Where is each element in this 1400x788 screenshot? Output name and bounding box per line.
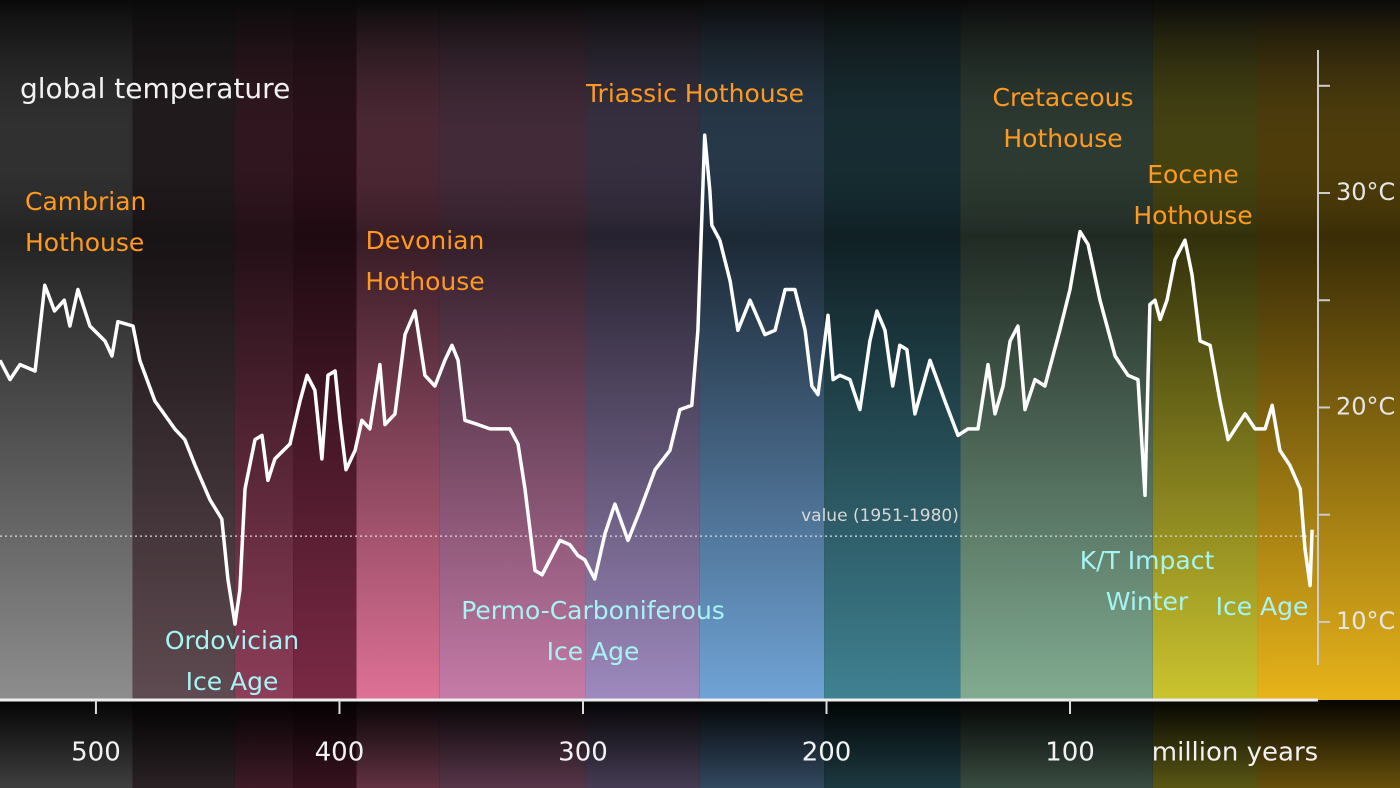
period-band xyxy=(824,0,961,788)
reference-label: value (1951-1980) xyxy=(801,506,959,526)
bottom-strip xyxy=(0,700,1400,788)
annotation: Hothouse xyxy=(365,267,484,296)
x-tick-label: 300 xyxy=(558,738,608,768)
annotation: Ordovician xyxy=(165,626,299,655)
y-tick-label: 20°C xyxy=(1336,392,1395,420)
period-band xyxy=(1257,0,1400,788)
period-band xyxy=(234,0,294,788)
period-band xyxy=(585,0,700,788)
x-tick-label: 500 xyxy=(71,738,121,768)
period-band xyxy=(699,0,825,788)
annotation: Hothouse xyxy=(1133,201,1252,230)
x-tick-label: 200 xyxy=(802,738,852,768)
annotation: Eocene xyxy=(1147,160,1238,189)
period-band xyxy=(960,0,1153,788)
period-band xyxy=(0,0,133,788)
annotation: Triassic Hothouse xyxy=(585,79,804,108)
plot: 500 400 300 200 100 10°C 20°C 30°C value (1951-1… xyxy=(0,50,1395,768)
y-tick-label: 10°C xyxy=(1336,607,1395,635)
y-tick-label: 30°C xyxy=(1336,178,1395,206)
annotation: Ice Age xyxy=(186,667,279,696)
period-band xyxy=(1152,0,1258,788)
annotation: Cambrian xyxy=(25,187,146,216)
annotation: Hothouse xyxy=(25,228,144,257)
annotation: Hothouse xyxy=(1003,124,1122,153)
annotation: K/T Impact xyxy=(1080,546,1215,575)
annotation: Cretaceous xyxy=(993,83,1134,112)
annotation: Permo-Carboniferous xyxy=(461,596,725,625)
annotation: Ice Age xyxy=(547,637,640,666)
x-tick-label: 400 xyxy=(315,738,365,768)
chart-title: global temperature xyxy=(20,72,290,105)
period-band xyxy=(132,0,235,788)
x-tick-label: 100 xyxy=(1045,738,1095,768)
x-axis-label: million years xyxy=(1152,738,1318,768)
temperature-line xyxy=(0,133,1314,626)
annotation: Winter xyxy=(1106,587,1189,616)
annotation: Ice Age xyxy=(1216,592,1309,621)
period-band xyxy=(293,0,357,788)
annotation: Devonian xyxy=(366,226,485,255)
